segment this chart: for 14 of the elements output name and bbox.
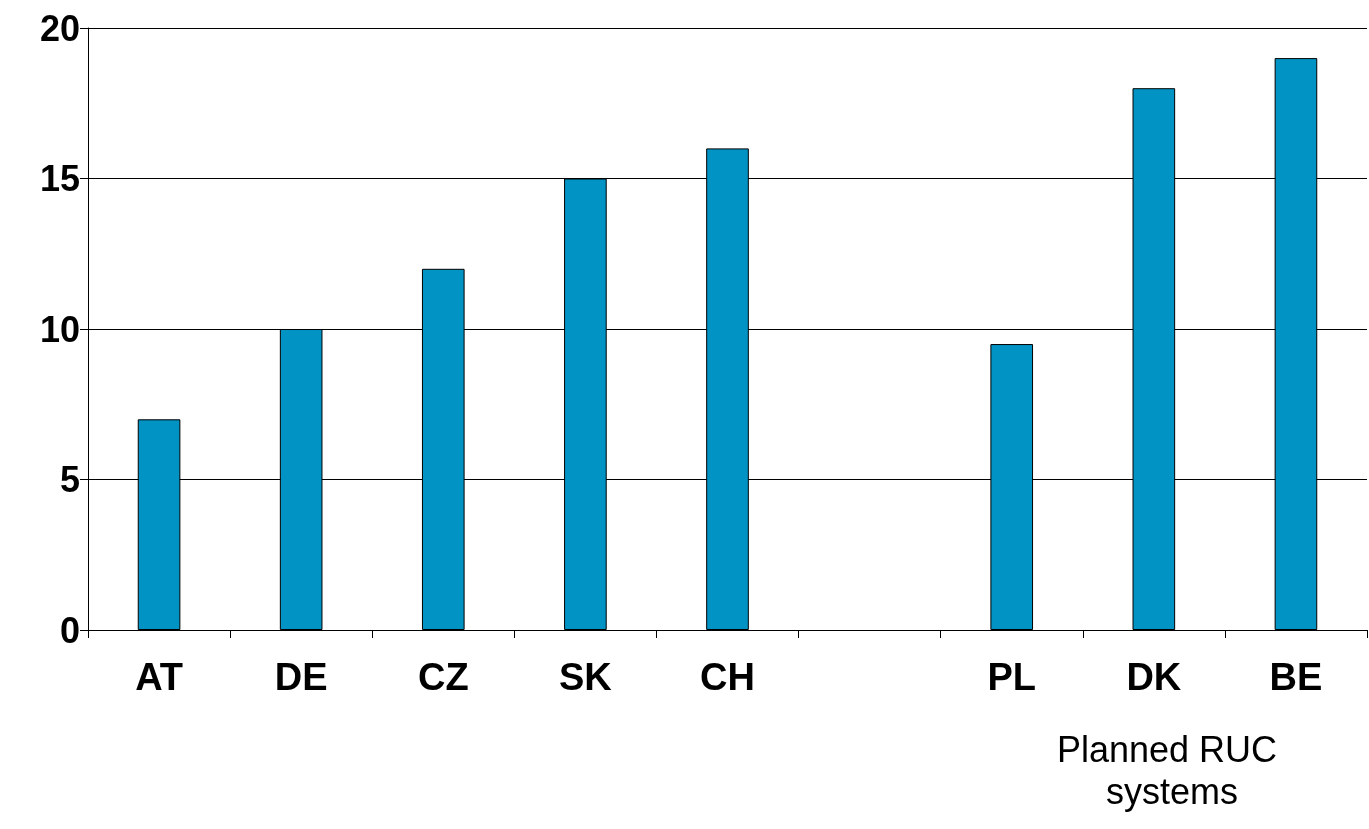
x-tick-label: BE — [1269, 656, 1323, 698]
x-tick-label: AT — [135, 656, 183, 698]
y-tick-label: 5 — [59, 459, 80, 500]
x-tick-label: CZ — [417, 656, 469, 698]
x-tick-label: DE — [274, 656, 328, 698]
x-tick-label: CH — [700, 656, 755, 698]
y-tick-label: 15 — [39, 158, 80, 199]
y-tick-label: 20 — [39, 7, 80, 49]
y-tick-label: 0 — [59, 609, 80, 651]
text: Planned RUC systems — [1056, 728, 1288, 812]
x-tick-label: DK — [1126, 656, 1182, 698]
x-tick-label: SK — [558, 656, 613, 698]
x-tick-label: PL — [987, 656, 1036, 698]
y-tick-label: 10 — [39, 308, 80, 350]
